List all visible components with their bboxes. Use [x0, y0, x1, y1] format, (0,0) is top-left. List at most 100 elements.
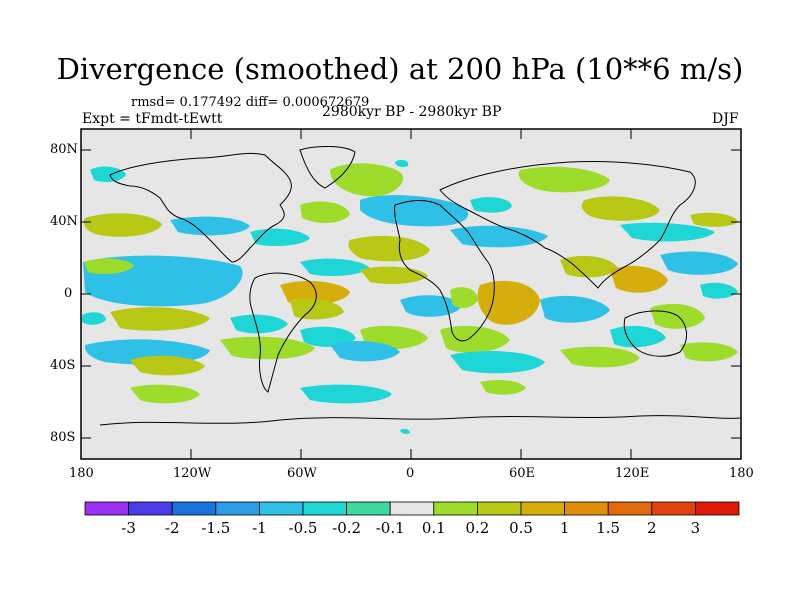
colorbar-box	[302, 501, 347, 516]
field-patch	[440, 325, 510, 353]
field-patch	[480, 380, 526, 395]
field-patch	[300, 258, 370, 276]
colorbar-label: -3	[121, 519, 136, 537]
colorbar-box	[128, 501, 173, 516]
colorbar-label: 0.5	[509, 519, 533, 537]
coastline-europe-africa	[394, 200, 495, 342]
field-patch	[130, 355, 205, 376]
colorbar-label: -1	[252, 519, 267, 537]
lon-label-120e: 120E	[615, 466, 650, 481]
coastline-greenland	[299, 146, 356, 189]
lat-label-80n: 80N	[50, 142, 78, 157]
lat-label-40n: 40N	[50, 214, 78, 229]
lon-label-60w: 60W	[287, 466, 317, 481]
field-patch	[84, 258, 134, 274]
field-patch	[300, 201, 350, 223]
colorbar-box	[564, 501, 609, 516]
coastline-australia	[623, 310, 687, 357]
colorbar-label: -0.5	[288, 519, 318, 537]
field-patch	[450, 350, 545, 374]
coastlines	[99, 146, 741, 426]
colorbar-box	[607, 501, 653, 516]
colorbar-box	[476, 501, 522, 516]
coastline-asia	[439, 161, 696, 289]
field-patch	[170, 216, 250, 236]
field-patch	[395, 159, 409, 167]
colorbar	[84, 501, 740, 516]
lat-label-40s: 40S	[50, 358, 76, 373]
field-patch	[581, 196, 660, 221]
colorbar-box	[433, 501, 478, 516]
season-label: DJF	[712, 111, 739, 127]
field-patch	[130, 384, 200, 404]
field-patch	[620, 222, 715, 242]
lon-label-180e: 180	[729, 466, 754, 481]
field-patch	[560, 346, 640, 368]
colorbar-box	[346, 501, 391, 516]
colorbar-box	[651, 501, 696, 516]
field-patch	[700, 282, 738, 299]
field-patch	[280, 280, 350, 305]
colorbar-box	[695, 501, 740, 516]
field-patch	[518, 166, 610, 193]
field-patch	[610, 265, 668, 293]
lon-label-180w: 180	[69, 466, 94, 481]
colorbar-label: 1.5	[596, 519, 621, 537]
lon-label-60e: 60E	[509, 466, 536, 481]
field-patch	[360, 195, 469, 227]
field-patch	[477, 280, 540, 325]
field-patch	[90, 166, 126, 182]
field-patch	[650, 303, 705, 329]
field-patch	[610, 325, 666, 348]
colorbar-label: 1	[559, 519, 570, 537]
map-field	[81, 129, 741, 459]
coastline-south-america	[249, 272, 317, 393]
lat-label-0: 0	[64, 286, 73, 301]
field-patch	[230, 314, 288, 334]
colorbar-box	[215, 501, 260, 516]
field-patch	[82, 312, 106, 325]
colorbar-label: -0.2	[332, 519, 362, 537]
field-patch	[110, 307, 210, 331]
field-patch	[660, 251, 738, 275]
field-patch	[330, 163, 404, 197]
lat-label-80s: 80S	[50, 430, 76, 445]
colorbar-box	[84, 501, 129, 516]
field-patch	[400, 429, 410, 434]
field-patch	[290, 298, 344, 320]
stats-line: rmsd= 0.177492 diff= 0.000672679	[131, 95, 370, 110]
colorbar-box	[520, 501, 565, 516]
field-patch	[470, 197, 512, 213]
colorbar-label: 0.1	[421, 519, 446, 537]
colorbar-box	[171, 501, 217, 516]
experiment-label: Expt = tFmdt-tEwtt	[82, 111, 223, 127]
field-patch	[560, 255, 618, 278]
field-patch	[450, 287, 478, 309]
field-patch	[300, 384, 392, 404]
period-label: 2980kyr BP - 2980kyr BP	[322, 104, 502, 120]
field-patch	[690, 212, 738, 227]
lon-label-120w: 120W	[173, 466, 212, 481]
field-patch	[300, 326, 356, 347]
field-patch	[220, 336, 315, 360]
coastline-antarctica	[99, 415, 741, 426]
lon-label-0: 0	[406, 466, 415, 481]
colorbar-label: 3	[690, 519, 701, 537]
field-patch	[540, 295, 610, 323]
colorbar-label: -1.5	[201, 519, 231, 537]
field-patch	[83, 213, 162, 237]
colorbar-box	[389, 501, 435, 516]
colorbar-label: 2	[647, 519, 657, 537]
colorbar-label: -2	[164, 519, 180, 537]
colorbar-box	[258, 501, 304, 516]
axis-ticks	[81, 129, 741, 459]
field-patch	[400, 295, 462, 317]
field-patch	[680, 342, 738, 362]
coastline-north-america	[109, 152, 292, 263]
field-patch	[348, 235, 430, 262]
plot-title: Divergence (smoothed) at 200 hPa (10**6 …	[56, 52, 744, 86]
colorbar-label: 0.2	[465, 519, 490, 537]
colorbar-label: -0.1	[375, 519, 405, 537]
field-patch	[330, 340, 400, 362]
